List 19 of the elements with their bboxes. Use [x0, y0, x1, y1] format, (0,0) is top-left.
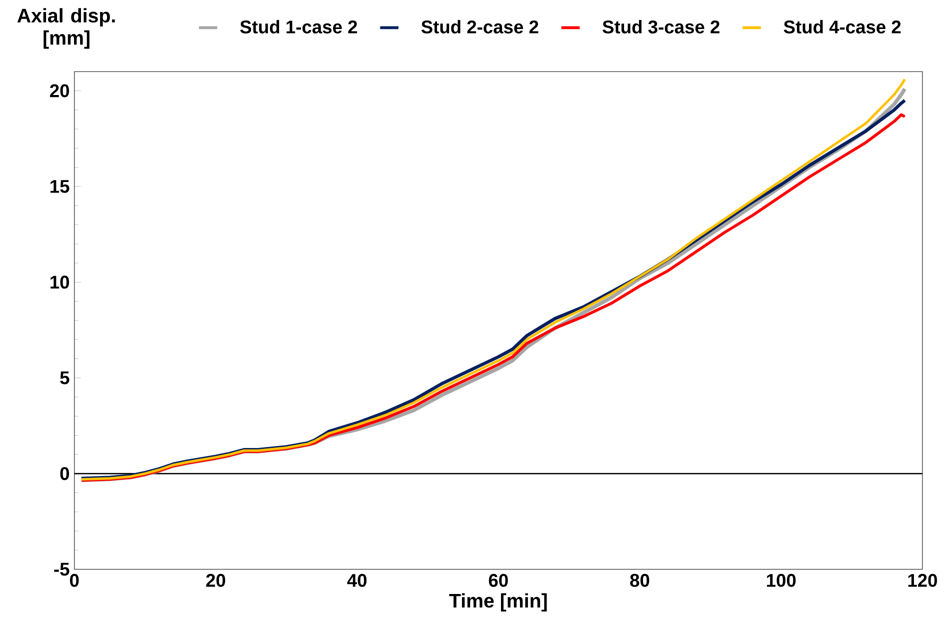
y-tick-label: 20 — [50, 84, 70, 98]
y-tick-label: 0 — [60, 467, 70, 480]
y-tick-label: 5 — [60, 372, 70, 384]
x-axis-title: Time [min] — [449, 593, 547, 612]
y-tick-label: 15 — [50, 180, 70, 193]
x-tick-label: 120 — [908, 574, 937, 587]
x-tick-label: 0 — [70, 574, 79, 587]
x-tick-label: 80 — [630, 574, 650, 587]
legend-label: Stud 3-case 2 — [602, 20, 720, 34]
y-axis-title: Axial disp. [mm] — [17, 8, 115, 49]
y-tick-label: 10 — [50, 276, 70, 289]
legend-label: Stud 4-case 2 — [784, 20, 901, 34]
legend-label: Stud 2-case 2 — [421, 20, 538, 34]
x-tick-label: 100 — [766, 574, 796, 587]
x-tick-label: 20 — [206, 574, 226, 587]
x-tick-label: 60 — [488, 574, 508, 587]
x-tick-label: 40 — [347, 574, 367, 587]
legend-label: Stud 1-case 2 — [240, 20, 358, 34]
y-tick-label: -5 — [54, 562, 70, 576]
